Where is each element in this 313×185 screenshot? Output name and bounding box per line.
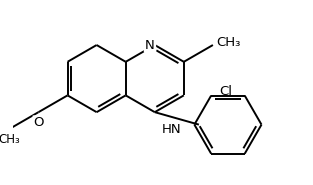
Text: CH₃: CH₃: [216, 36, 240, 49]
Text: O: O: [33, 116, 44, 129]
Text: N: N: [145, 38, 155, 52]
Text: CH₃: CH₃: [0, 133, 20, 146]
Text: Cl: Cl: [219, 85, 232, 98]
Text: HN: HN: [162, 123, 182, 136]
